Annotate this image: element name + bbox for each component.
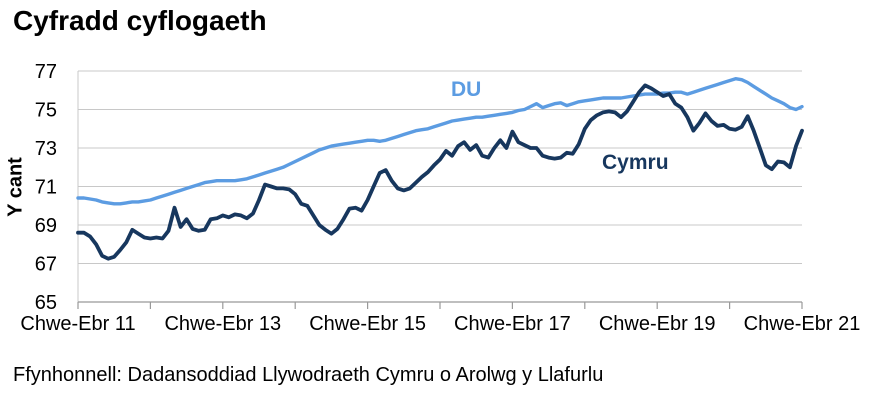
x-tick-label: Chwe-Ebr 15 (309, 313, 426, 335)
x-tick-label: Chwe-Ebr 21 (744, 313, 861, 335)
y-tick-label: 73 (35, 138, 57, 160)
du-line (76, 76, 804, 206)
y-tick-label: 69 (35, 215, 57, 237)
cymru-line (76, 83, 804, 261)
x-tick-label: Chwe-Ebr 19 (599, 313, 716, 335)
x-tick-label: Chwe-Ebr 13 (164, 313, 281, 335)
y-tick-label: 77 (35, 61, 57, 83)
du-series-label: DU (451, 78, 482, 101)
cymru-series-label: Cymru (602, 151, 669, 174)
chart-title: Cyfradd cyflogaeth (13, 5, 267, 36)
source-note: Ffynhonnell: Dadansoddiad Llywodraeth Cy… (13, 364, 604, 386)
y-tick-label: 67 (35, 254, 57, 276)
x-tick-label: Chwe-Ebr 11 (20, 313, 135, 335)
y-tick-label: 75 (35, 100, 57, 122)
x-tick-label: Chwe-Ebr 17 (454, 313, 571, 335)
y-tick-label: 65 (35, 292, 57, 314)
y-tick-label: 71 (35, 177, 57, 199)
